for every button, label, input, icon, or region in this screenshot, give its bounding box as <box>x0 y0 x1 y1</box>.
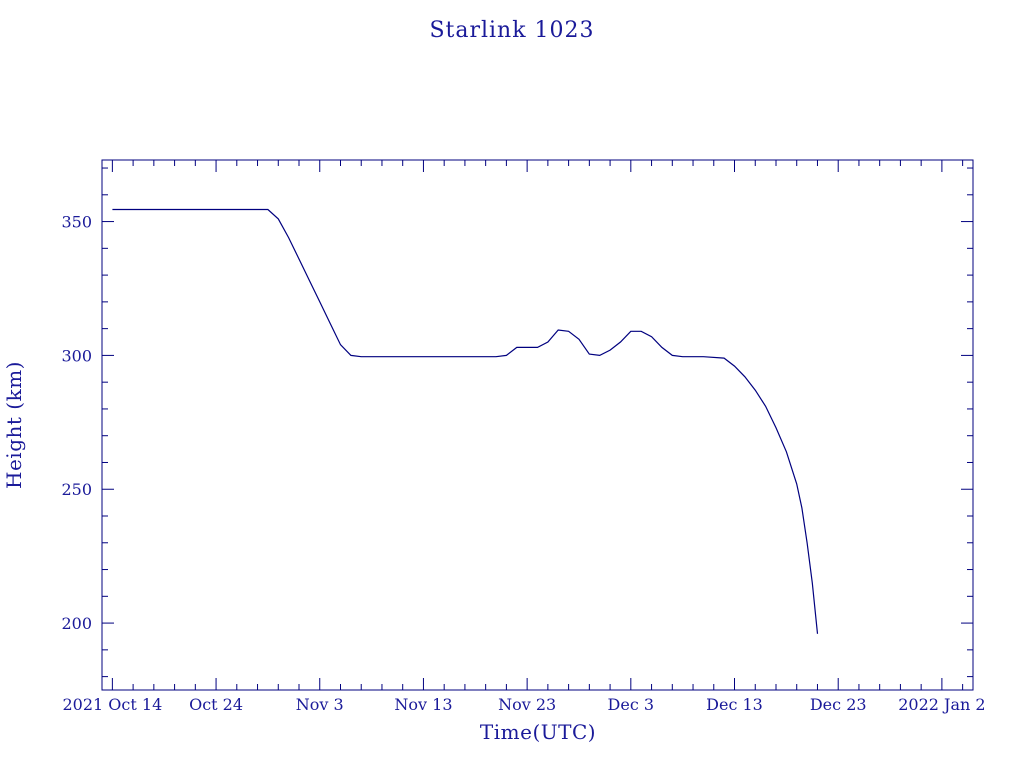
x-tick-label: 2022 Jan 2 <box>898 695 985 714</box>
y-tick-label: 300 <box>61 346 92 365</box>
y-axis: 200 250 300 350 <box>61 167 973 678</box>
plot-frame <box>101 159 974 691</box>
x-tick-label: Nov 3 <box>296 695 344 714</box>
x-tick-label: Dec 13 <box>706 695 763 714</box>
y-tick-label: 250 <box>61 480 92 499</box>
height-series-line <box>112 208 819 634</box>
x-tick-label: Dec 23 <box>810 695 867 714</box>
x-axis-label: Time(UTC) <box>480 720 596 744</box>
y-tick-label: 200 <box>61 614 92 633</box>
x-tick-label: Nov 13 <box>394 695 452 714</box>
chart-title: Starlink 1023 <box>429 18 594 43</box>
y-axis-label: Height (km) <box>2 361 26 489</box>
x-tick-label: Dec 3 <box>608 695 655 714</box>
y-tick-label: 350 <box>61 213 92 232</box>
x-tick-label: Nov 23 <box>498 695 556 714</box>
x-axis: 2021 Oct 14 Oct 24 Nov 3 Nov 13 Nov 23 Dec 3 D… <box>62 160 986 714</box>
x-tick-label: Oct 24 <box>189 695 243 714</box>
x-tick-label: 2021 Oct 14 <box>62 695 162 714</box>
series-group <box>112 208 819 634</box>
